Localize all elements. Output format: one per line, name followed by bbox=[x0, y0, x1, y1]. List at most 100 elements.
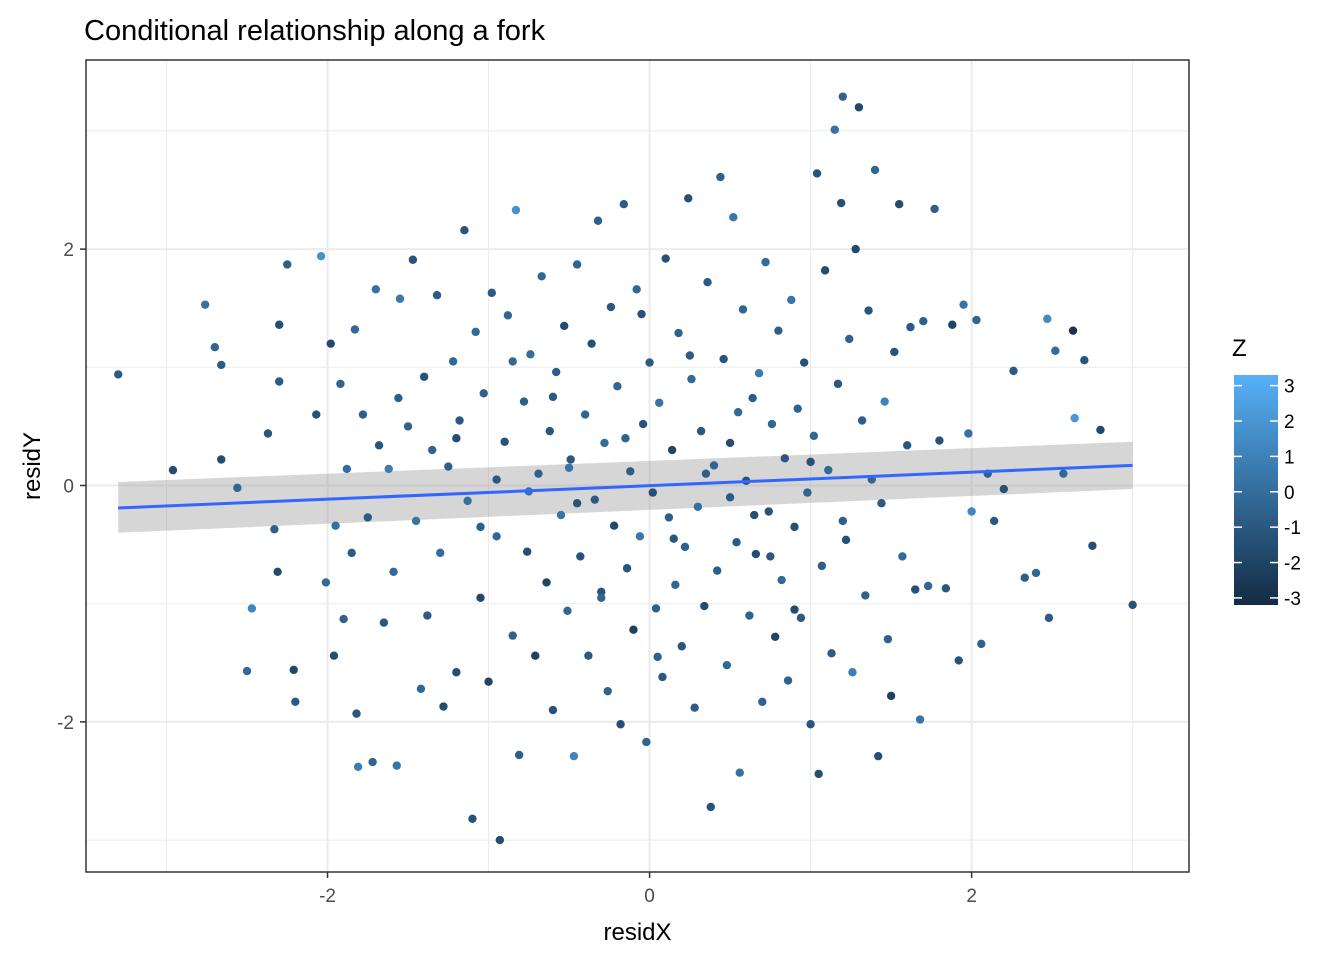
data-point bbox=[703, 278, 712, 287]
data-point bbox=[519, 397, 529, 406]
data-point bbox=[894, 199, 904, 209]
data-point bbox=[416, 684, 426, 693]
data-point bbox=[511, 205, 521, 215]
data-point bbox=[898, 552, 907, 561]
data-point bbox=[806, 720, 815, 729]
data-point bbox=[403, 422, 413, 431]
data-point bbox=[648, 488, 657, 497]
data-point bbox=[379, 618, 389, 627]
data-point bbox=[1043, 314, 1052, 324]
data-point bbox=[793, 404, 802, 413]
data-point bbox=[669, 534, 678, 543]
data-point bbox=[263, 429, 273, 438]
data-point bbox=[423, 611, 432, 620]
legend-tick-label: -1 bbox=[1284, 518, 1301, 539]
data-point bbox=[651, 604, 661, 613]
data-point bbox=[874, 751, 883, 761]
data-point bbox=[622, 564, 632, 573]
data-point bbox=[770, 632, 780, 641]
data-point bbox=[419, 372, 429, 381]
data-point bbox=[247, 604, 257, 613]
data-point bbox=[326, 339, 335, 348]
data-point bbox=[693, 502, 703, 511]
data-point bbox=[432, 291, 442, 300]
data-point bbox=[471, 327, 480, 337]
data-point bbox=[321, 578, 331, 587]
data-point bbox=[452, 668, 461, 677]
data-point bbox=[732, 538, 741, 547]
data-point bbox=[883, 634, 893, 644]
data-point bbox=[468, 814, 477, 824]
data-point bbox=[700, 601, 709, 611]
data-point bbox=[701, 469, 711, 478]
data-point bbox=[680, 542, 690, 552]
data-point bbox=[460, 226, 469, 235]
data-point bbox=[783, 676, 793, 685]
data-point bbox=[526, 350, 535, 359]
data-point bbox=[827, 649, 836, 658]
data-point bbox=[492, 475, 501, 484]
data-point bbox=[448, 357, 458, 366]
y-tick-label: -2 bbox=[57, 713, 74, 734]
data-point bbox=[796, 613, 806, 623]
data-point bbox=[790, 605, 799, 614]
data-point bbox=[687, 374, 696, 384]
data-point bbox=[833, 379, 843, 389]
color-legend: Z 3 2 1 0 -1 -2 -3 bbox=[1232, 335, 1301, 610]
data-point bbox=[523, 547, 532, 556]
data-point bbox=[1051, 346, 1060, 355]
data-point bbox=[661, 254, 670, 263]
data-point bbox=[342, 464, 352, 474]
data-point bbox=[476, 593, 485, 602]
data-point bbox=[774, 326, 783, 335]
legend-tick-label: -2 bbox=[1284, 554, 1301, 575]
data-point bbox=[845, 334, 854, 344]
data-point bbox=[838, 516, 848, 526]
data-point bbox=[363, 513, 372, 522]
data-point bbox=[556, 510, 566, 520]
data-point bbox=[427, 445, 437, 455]
data-point bbox=[597, 587, 606, 597]
data-point bbox=[754, 369, 764, 378]
data-point bbox=[758, 697, 767, 706]
data-point bbox=[719, 354, 728, 364]
axis-layer: -2 0 2 -2 0 2 bbox=[57, 240, 977, 907]
data-point bbox=[572, 499, 582, 508]
data-point bbox=[750, 510, 759, 520]
data-point bbox=[395, 294, 405, 303]
data-point bbox=[289, 665, 298, 675]
data-point bbox=[619, 199, 629, 209]
data-point bbox=[735, 768, 744, 777]
data-point bbox=[331, 521, 340, 530]
data-point bbox=[336, 379, 345, 389]
data-point bbox=[503, 311, 513, 320]
data-point bbox=[733, 408, 743, 417]
data-point bbox=[408, 255, 418, 264]
data-point bbox=[564, 463, 574, 472]
data-point bbox=[548, 705, 558, 715]
data-point bbox=[799, 358, 809, 367]
data-point bbox=[584, 651, 593, 660]
data-point bbox=[479, 389, 488, 398]
data-point bbox=[621, 434, 630, 443]
legend-tick-label: 2 bbox=[1284, 412, 1295, 433]
data-point bbox=[374, 441, 384, 450]
data-point bbox=[806, 457, 815, 467]
data-point bbox=[645, 358, 654, 367]
data-point bbox=[722, 660, 732, 670]
legend-tick-label: 3 bbox=[1284, 377, 1295, 398]
panel-border bbox=[85, 59, 1190, 873]
data-point bbox=[275, 377, 284, 386]
data-point bbox=[959, 300, 968, 309]
data-point bbox=[836, 198, 846, 208]
data-point bbox=[751, 549, 761, 559]
data-point bbox=[635, 532, 645, 541]
data-point bbox=[291, 697, 300, 706]
data-point bbox=[748, 393, 757, 403]
data-point bbox=[275, 320, 284, 329]
data-point bbox=[725, 493, 735, 502]
data-point bbox=[830, 125, 839, 134]
data-point bbox=[954, 656, 963, 665]
data-point bbox=[1070, 413, 1079, 423]
data-point bbox=[638, 419, 648, 429]
